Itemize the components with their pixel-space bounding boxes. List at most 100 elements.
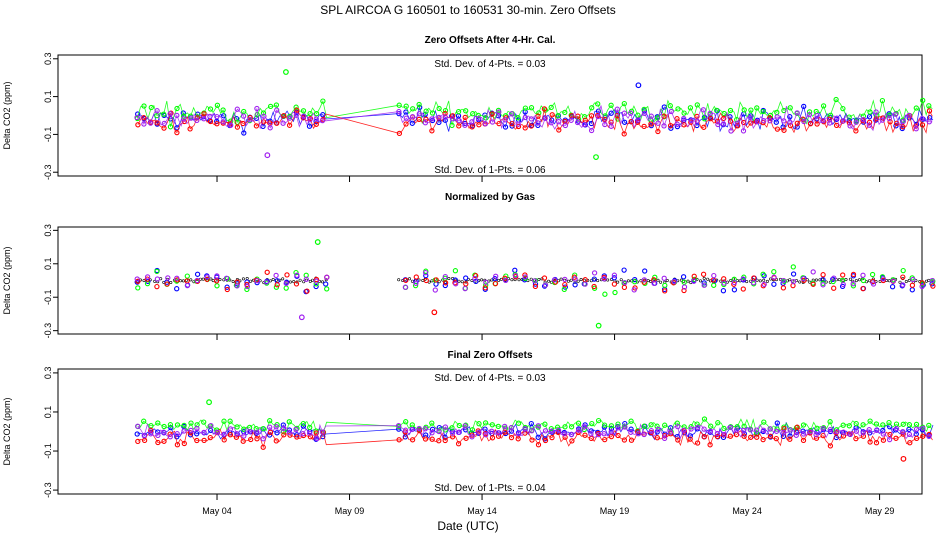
data-point xyxy=(568,424,575,430)
data-point xyxy=(410,279,414,283)
data-point xyxy=(231,279,235,283)
data-point xyxy=(595,431,602,438)
data-point xyxy=(715,121,721,128)
data-point xyxy=(436,428,442,435)
data-point xyxy=(665,278,669,282)
data-point xyxy=(675,437,681,443)
data-point xyxy=(595,101,601,107)
data-point xyxy=(735,123,741,129)
data-point xyxy=(867,439,873,445)
data-point xyxy=(403,103,409,109)
data-point xyxy=(214,102,221,108)
data-point xyxy=(731,287,738,293)
data-point xyxy=(753,427,760,433)
data-point xyxy=(227,426,234,432)
data-point xyxy=(833,96,839,103)
data-point xyxy=(549,117,555,123)
data-point xyxy=(661,275,667,281)
data-point xyxy=(313,110,320,117)
data-point xyxy=(154,108,160,114)
data-point xyxy=(787,436,793,442)
data-point xyxy=(568,117,574,123)
data-point xyxy=(294,272,300,278)
data-point xyxy=(761,118,767,124)
data-point xyxy=(788,278,792,282)
data-point xyxy=(153,279,157,283)
data-point xyxy=(562,276,568,283)
data-point xyxy=(508,111,515,117)
data-point xyxy=(887,279,891,283)
data-point xyxy=(830,276,836,282)
data-point xyxy=(201,111,207,117)
data-point xyxy=(493,273,499,279)
data-point xyxy=(880,276,886,282)
data-point xyxy=(293,269,299,276)
data-point xyxy=(240,113,247,119)
data-point xyxy=(278,278,282,282)
data-point xyxy=(154,268,160,275)
data-point xyxy=(866,427,872,433)
data-point xyxy=(174,434,180,440)
data-point xyxy=(602,291,608,297)
data-point xyxy=(814,121,820,127)
data-point xyxy=(292,280,296,284)
data-point xyxy=(827,443,834,449)
data-point xyxy=(721,425,727,432)
data-point xyxy=(562,122,569,129)
data-point xyxy=(654,423,660,429)
data-point xyxy=(442,107,449,114)
data-point xyxy=(906,422,913,428)
data-point xyxy=(574,119,581,126)
data-point xyxy=(780,277,786,284)
data-point xyxy=(913,105,919,111)
data-point xyxy=(909,287,915,293)
data-point xyxy=(547,279,551,283)
data-point xyxy=(469,434,475,440)
data-point xyxy=(701,124,707,130)
data-point xyxy=(562,424,568,430)
data-point xyxy=(442,424,449,430)
data-point xyxy=(188,420,194,426)
data-point xyxy=(773,435,779,442)
data-point xyxy=(233,434,240,440)
data-point xyxy=(681,110,687,116)
data-point xyxy=(294,107,300,113)
data-point xyxy=(814,278,818,282)
data-point xyxy=(714,433,721,440)
data-point xyxy=(830,278,836,285)
data-point xyxy=(456,123,462,129)
data-point xyxy=(926,422,932,429)
data-point xyxy=(681,115,687,122)
data-point xyxy=(688,117,694,124)
data-point xyxy=(701,434,707,440)
data-point xyxy=(528,420,534,427)
data-point xyxy=(300,108,307,114)
data-point xyxy=(907,278,911,282)
data-point xyxy=(853,420,859,427)
data-point xyxy=(261,113,267,119)
data-point xyxy=(184,273,190,279)
data-point xyxy=(790,278,797,285)
data-point xyxy=(542,115,548,122)
extreme-point xyxy=(595,322,602,329)
data-point xyxy=(307,117,313,123)
data-point xyxy=(767,118,773,124)
data-point xyxy=(495,423,501,430)
data-point xyxy=(900,421,906,427)
data-point xyxy=(655,120,661,126)
data-point xyxy=(807,121,814,127)
data-point xyxy=(409,114,416,120)
data-point xyxy=(429,110,436,116)
data-point xyxy=(154,276,161,282)
data-point xyxy=(264,269,270,275)
data-point xyxy=(508,434,515,441)
data-point xyxy=(793,432,799,438)
y-tick-label: 0.3 xyxy=(43,367,53,380)
data-point xyxy=(626,279,630,283)
data-point xyxy=(548,104,554,111)
data-point xyxy=(449,425,455,431)
panel-title: Final Zero Offsets xyxy=(447,350,532,361)
data-point xyxy=(241,277,245,281)
data-point xyxy=(535,434,541,440)
data-point xyxy=(396,437,402,443)
